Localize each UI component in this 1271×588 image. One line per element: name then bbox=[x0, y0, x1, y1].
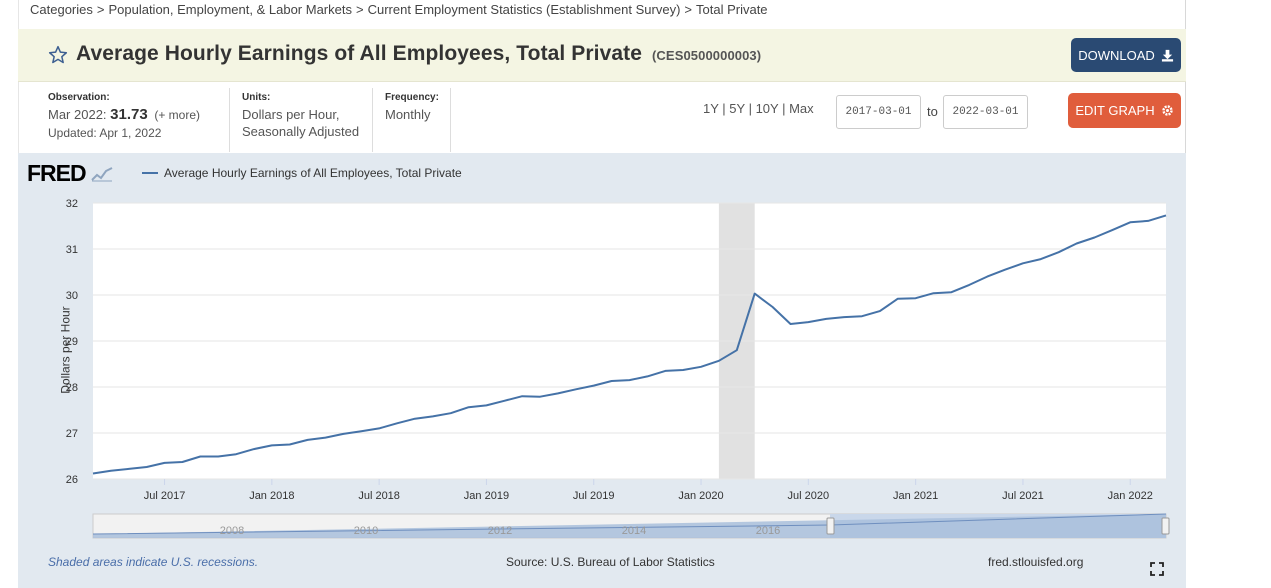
breadcrumb-separator: > bbox=[96, 2, 105, 17]
frequency-value: Monthly bbox=[385, 107, 431, 122]
navigator-label: 2014 bbox=[622, 525, 646, 537]
fullscreen-icon[interactable] bbox=[1150, 562, 1164, 576]
download-label: DOWNLOAD bbox=[1078, 47, 1155, 63]
frequency-block: Frequency: Monthly bbox=[373, 88, 451, 152]
x-tick-label: Jan 2020 bbox=[678, 490, 723, 502]
title-bar: Average Hourly Earnings of All Employees… bbox=[18, 29, 1186, 82]
to-label: to bbox=[927, 104, 938, 119]
breadcrumb: Categories > Population, Employment, & Lab… bbox=[30, 2, 768, 17]
download-button[interactable]: DOWNLOAD bbox=[1071, 38, 1181, 72]
navigator-area bbox=[93, 514, 1166, 538]
series-title: Average Hourly Earnings of All Employees… bbox=[76, 42, 643, 65]
observation-line: Mar 2022: 31.73 (+ more) bbox=[48, 106, 219, 124]
x-tick-label: Jul 2020 bbox=[788, 490, 830, 502]
navigator-label: 2008 bbox=[220, 525, 244, 537]
breadcrumb-categories[interactable]: Categories bbox=[30, 2, 93, 17]
y-tick-label: 27 bbox=[66, 428, 78, 440]
units-label: Units: bbox=[242, 92, 271, 103]
series-line bbox=[92, 214, 1167, 475]
series-id: (CES0500000003) bbox=[652, 48, 762, 63]
units-line2: Seasonally Adjusted bbox=[242, 124, 360, 139]
navigator-label: 2010 bbox=[354, 525, 378, 537]
navigator-label: 2012 bbox=[488, 525, 512, 537]
download-icon bbox=[1161, 49, 1173, 62]
fred-logo-chart-icon bbox=[91, 167, 113, 182]
y-tick-label: 29 bbox=[66, 336, 78, 348]
breadcrumb-separator: > bbox=[355, 2, 364, 17]
fred-logo-text: FRED bbox=[27, 160, 87, 186]
x-tick-label: Jan 2022 bbox=[1108, 490, 1153, 502]
x-tick-label: Jan 2018 bbox=[249, 490, 294, 502]
edit-graph-button[interactable]: EDIT GRAPH bbox=[1068, 93, 1181, 128]
recession-note: Shaded areas indicate U.S. recessions. bbox=[48, 555, 259, 569]
y-tick-label: 30 bbox=[66, 290, 78, 302]
star-icon[interactable] bbox=[48, 45, 68, 65]
observation-label: Observation: bbox=[48, 92, 110, 103]
legend-label: Average Hourly Earnings of All Employees… bbox=[164, 166, 462, 180]
units-block: Units: Dollars per Hour, Seasonally Adju… bbox=[230, 88, 373, 152]
page-title: Average Hourly Earnings of All Employees… bbox=[76, 42, 761, 66]
y-tick-label: 28 bbox=[66, 382, 78, 394]
range-max[interactable]: Max bbox=[789, 101, 814, 116]
breadcrumb-population[interactable]: Population, Employment, & Labor Markets bbox=[108, 2, 352, 17]
observation-date: Mar 2022: bbox=[48, 107, 107, 122]
range-5y[interactable]: 5Y bbox=[729, 101, 745, 116]
observation-block: Observation: Mar 2022: 31.73 (+ more) Up… bbox=[36, 88, 230, 152]
x-tick-label: Jul 2021 bbox=[1002, 490, 1044, 502]
y-tick-label: 31 bbox=[66, 244, 78, 256]
source-text: Source: U.S. Bureau of Labor Statistics bbox=[506, 555, 715, 569]
x-tick-label: Jul 2017 bbox=[144, 490, 186, 502]
breadcrumb-total-private[interactable]: Total Private bbox=[696, 2, 768, 17]
observation-more-link[interactable]: (+ more) bbox=[154, 108, 201, 122]
page-margin bbox=[0, 0, 18, 588]
range-selector: 1Y | 5Y | 10Y | Max bbox=[703, 101, 814, 116]
frequency-label: Frequency: bbox=[385, 92, 439, 103]
gear-icon bbox=[1161, 105, 1173, 116]
range-10y[interactable]: 10Y bbox=[755, 101, 779, 116]
fred-logo: FRED bbox=[27, 160, 113, 187]
y-tick-label: 26 bbox=[66, 474, 78, 486]
navigator-handle[interactable] bbox=[826, 517, 835, 535]
x-tick-label: Jul 2019 bbox=[573, 490, 615, 502]
breadcrumb-separator: > bbox=[684, 2, 692, 17]
x-tick-label: Jan 2021 bbox=[893, 490, 938, 502]
legend-swatch bbox=[142, 172, 158, 174]
chart-legend: Average Hourly Earnings of All Employees… bbox=[142, 166, 462, 180]
navigator-handle[interactable] bbox=[1161, 517, 1170, 535]
end-date-input[interactable]: 2022-03-01 bbox=[943, 95, 1028, 129]
x-tick-label: Jan 2019 bbox=[464, 490, 509, 502]
navigator-label: 2016 bbox=[756, 525, 780, 537]
x-tick-label: Jul 2018 bbox=[358, 490, 400, 502]
units-line1: Dollars per Hour, bbox=[242, 107, 340, 122]
start-date-input[interactable]: 2017-03-01 bbox=[836, 95, 921, 129]
breadcrumb-ces[interactable]: Current Employment Statistics (Establish… bbox=[367, 2, 681, 17]
range-1y[interactable]: 1Y bbox=[703, 101, 719, 116]
y-tick-label: 32 bbox=[66, 198, 78, 210]
observation-value: 31.73 bbox=[110, 106, 148, 123]
site-link[interactable]: fred.stlouisfed.org bbox=[988, 555, 1084, 569]
edit-graph-label: EDIT GRAPH bbox=[1075, 103, 1155, 118]
updated-date: Updated: Apr 1, 2022 bbox=[48, 126, 162, 140]
